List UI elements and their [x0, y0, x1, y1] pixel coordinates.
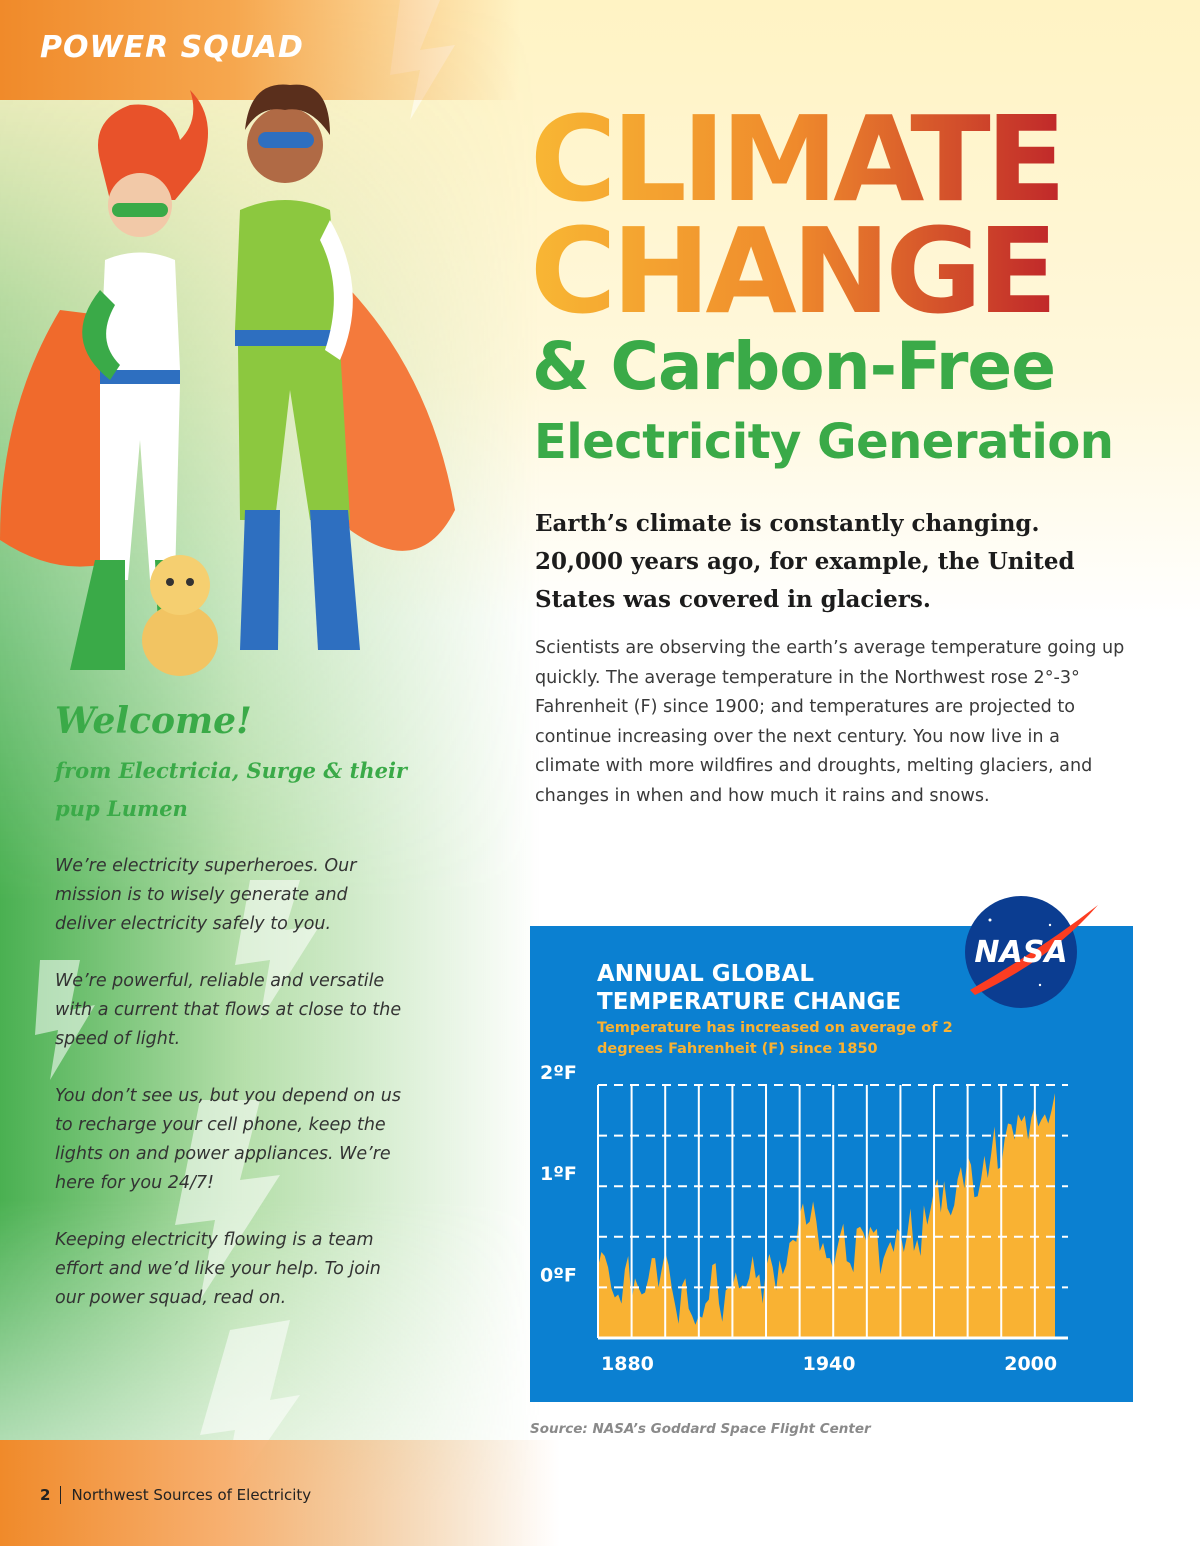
- welcome-subheading: from Electricia, Surge & their pup Lumen: [55, 758, 407, 821]
- paragraph: Keeping electricity flowing is a team ef…: [55, 1230, 381, 1308]
- x-tick-label: 1940: [803, 1353, 856, 1375]
- hero-illustration: [0, 84, 455, 676]
- publication: Northwest Sources of Electricity: [71, 1486, 312, 1504]
- page-number: 2: [40, 1486, 62, 1504]
- welcome-heading: Welcome!: [55, 700, 252, 742]
- chart-source: Source: NASA’s Goddard Space Flight Cent…: [530, 1421, 871, 1437]
- y-tick-label: 1ºF: [540, 1163, 577, 1185]
- x-tick-label: 2000: [1004, 1353, 1057, 1375]
- nasa-logo: NASA: [965, 896, 1098, 1008]
- y-tick-label: 0ºF: [540, 1264, 577, 1286]
- welcome-text: We’re electricity superheroes. Our missi…: [55, 852, 405, 1341]
- chart-title: ANNUAL GLOBAL TEMPERATURE CHANGE: [597, 961, 902, 1015]
- section-label: POWER SQUAD: [40, 30, 304, 65]
- paragraph: You don’t see us, but you depend on us t…: [55, 1086, 401, 1193]
- body-text: Scientists are observing the earth’s ave…: [535, 638, 1125, 806]
- intro: Earth’s climate is constantly changing. …: [535, 510, 1075, 613]
- logo-text: NASA: [974, 935, 1067, 970]
- title-line: Electricity Generation: [534, 414, 1114, 470]
- title-line: CLIMATE: [530, 90, 1066, 228]
- title-line: CHANGE: [530, 202, 1058, 340]
- paragraph: We’re powerful, reliable and versatile w…: [55, 971, 402, 1049]
- footer-bar: [0, 1440, 560, 1546]
- x-tick-label: 1880: [601, 1353, 654, 1375]
- title-line: & Carbon-Free: [532, 328, 1056, 405]
- footer: 2 Northwest Sources of Electricity: [40, 1486, 311, 1504]
- chart-subtitle: Temperature has increased on average of …: [597, 1020, 953, 1057]
- y-tick-label: 2ºF: [540, 1062, 577, 1084]
- paragraph: We’re electricity superheroes. Our missi…: [55, 856, 357, 934]
- area: [598, 1093, 1055, 1338]
- section-bar: [0, 0, 520, 100]
